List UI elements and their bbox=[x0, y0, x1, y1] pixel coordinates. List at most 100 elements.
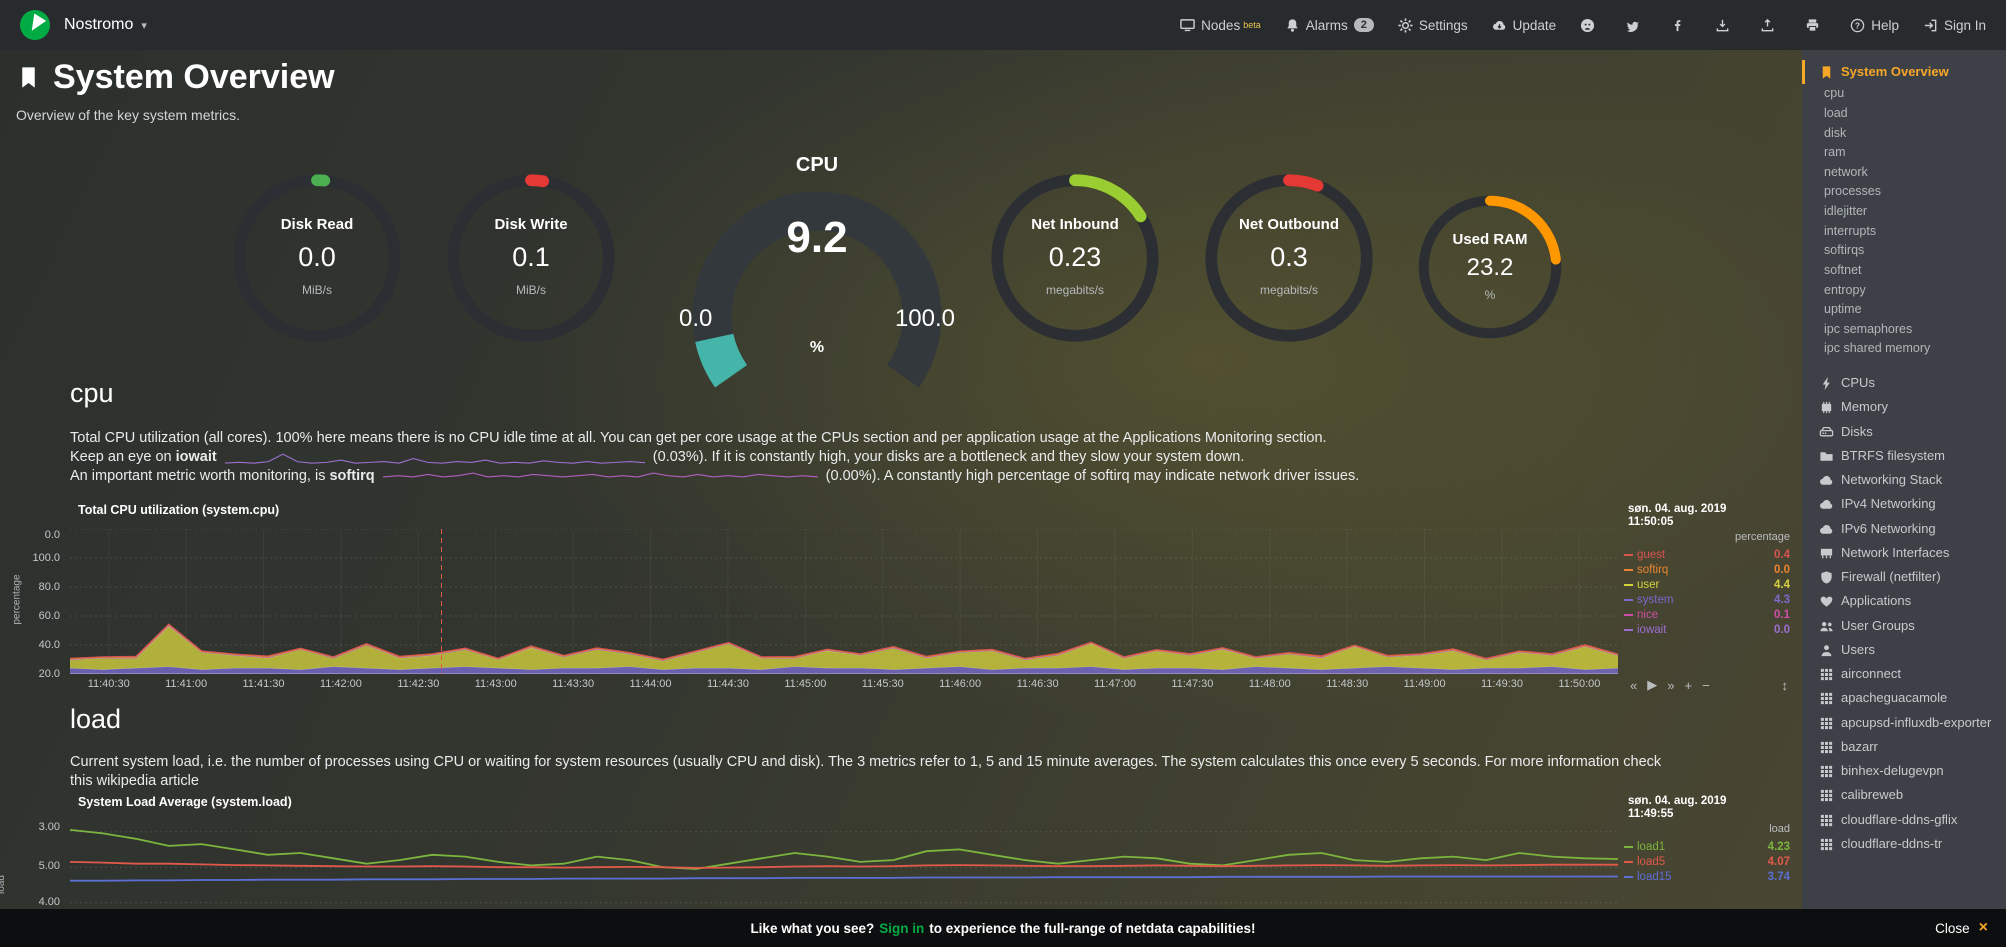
nav-item[interactable] bbox=[1580, 18, 1601, 33]
bookmark-icon bbox=[16, 65, 41, 90]
chart-toolbar-button[interactable]: + bbox=[1684, 677, 1693, 693]
easypie-gauge[interactable]: Disk Read 0.0 MiB/s bbox=[224, 170, 410, 346]
sidebar-item[interactable]: BTRFS filesystem bbox=[1802, 444, 2006, 468]
nav-item[interactable] bbox=[1670, 18, 1691, 33]
chart-toolbar-button[interactable]: − bbox=[1702, 677, 1710, 693]
legend-item[interactable]: system 4.3 bbox=[1624, 592, 1794, 607]
x-tick: 11:42:00 bbox=[319, 678, 362, 690]
banner-close-button[interactable]: Close × bbox=[1935, 919, 1988, 936]
legend-series-value: 0.0 bbox=[1774, 623, 1790, 636]
netdata-logo-icon[interactable] bbox=[20, 10, 50, 40]
legend-series-value: 4.3 bbox=[1774, 593, 1790, 606]
load-chart-title: System Load Average (system.load) bbox=[78, 795, 292, 809]
sidebar-item-label: idlejitter bbox=[1824, 204, 1868, 218]
sidebar-item-label: Memory bbox=[1841, 399, 1888, 415]
nav-item[interactable]: Sign In bbox=[1923, 18, 1986, 33]
sidebar-item[interactable]: User Groups bbox=[1802, 614, 2006, 638]
nav-item[interactable] bbox=[1625, 18, 1646, 33]
sidebar-item[interactable]: disk bbox=[1802, 124, 2006, 144]
nav-item[interactable] bbox=[1805, 18, 1826, 33]
sidebar-item[interactable]: calibreweb bbox=[1802, 783, 2006, 807]
sidebar-item-label: airconnect bbox=[1841, 666, 1901, 681]
x-tick: 11:47:00 bbox=[1093, 678, 1136, 690]
sidebar-item[interactable]: Users bbox=[1802, 638, 2006, 662]
sidebar-item-label: Firewall (netfilter) bbox=[1841, 569, 1941, 584]
legend-item[interactable]: guest 0.4 bbox=[1624, 547, 1794, 562]
legend-item[interactable]: user 4.4 bbox=[1624, 577, 1794, 592]
y-axis-ticks: 100.0 80.0 60.0 40.0 20.0 0.0 bbox=[8, 529, 64, 680]
nav-item[interactable]: Help bbox=[1850, 18, 1899, 33]
sidebar-item[interactable]: IPv4 Networking bbox=[1802, 492, 2006, 516]
sidebar-item[interactable]: cpu bbox=[1802, 84, 2006, 104]
nav-item[interactable]: Update bbox=[1492, 18, 1556, 33]
softirq-sparkline[interactable] bbox=[382, 469, 818, 484]
cpu-gauge[interactable]: CPU 9.2 0.0 100.0 % bbox=[662, 154, 972, 406]
x-tick: 11:42:30 bbox=[397, 678, 440, 690]
easypie-gauge[interactable]: Disk Write 0.1 MiB/s bbox=[438, 170, 624, 346]
sidebar-item[interactable]: Memory bbox=[1802, 395, 2006, 419]
cpu-chart-plot[interactable] bbox=[70, 529, 1618, 674]
legend-series-value: 0.1 bbox=[1774, 608, 1790, 621]
sidebar-item-label: entropy bbox=[1824, 282, 1866, 297]
nav-item[interactable]: Nodes beta bbox=[1180, 18, 1261, 33]
sidebar-item[interactable]: network bbox=[1802, 163, 2006, 183]
iowait-sparkline[interactable] bbox=[224, 450, 645, 465]
sidebar-item[interactable]: CPUs bbox=[1802, 371, 2006, 395]
hostname-dropdown[interactable]: Nostromo ▾ bbox=[64, 16, 147, 34]
sidebar-item[interactable]: interrupts bbox=[1802, 222, 2006, 242]
load-chart-plot[interactable] bbox=[70, 821, 1618, 947]
legend-item[interactable]: iowait 0.0 bbox=[1624, 622, 1794, 637]
sidebar-item[interactable]: uptime bbox=[1802, 300, 2006, 320]
cpu-gauge-max: 100.0 bbox=[894, 305, 955, 332]
top-navbar: Nostromo ▾ Nodes beta Alarms 2 bbox=[0, 0, 2006, 50]
chart-toolbar-button[interactable]: « bbox=[1630, 677, 1638, 693]
easypie-gauge[interactable]: Used RAM 23.2 % bbox=[1410, 192, 1570, 342]
sidebar-item[interactable]: apcupsd-influxdb-exporter bbox=[1802, 711, 2006, 735]
sidebar-item[interactable]: ipc shared memory bbox=[1802, 339, 2006, 359]
sidebar-item[interactable]: Applications bbox=[1802, 589, 2006, 613]
easypie-gauge[interactable]: Net Outbound 0.3 megabits/s bbox=[1196, 170, 1382, 346]
legend-series-value: 3.74 bbox=[1767, 870, 1790, 883]
sidebar-item[interactable]: cloudflare-ddns-tr bbox=[1802, 832, 2006, 856]
legend-item[interactable]: load5 4.07 bbox=[1624, 854, 1794, 869]
sidebar-item[interactable]: binhex-delugevpn bbox=[1802, 759, 2006, 783]
sidebar-item-label: IPv6 Networking bbox=[1841, 520, 1936, 536]
sidebar-item[interactable]: softirqs bbox=[1802, 241, 2006, 261]
sidebar-item[interactable]: softnet bbox=[1802, 261, 2006, 281]
sidebar-item[interactable]: ipc semaphores bbox=[1802, 320, 2006, 340]
sidebar-item[interactable]: System Overview bbox=[1802, 60, 2006, 85]
sidebar-item[interactable]: airconnect bbox=[1802, 662, 2006, 686]
nav-item[interactable]: Settings bbox=[1398, 18, 1468, 33]
chart-toolbar-button[interactable]: ▶ bbox=[1647, 677, 1658, 692]
sidebar-item[interactable]: Network Interfaces bbox=[1802, 541, 2006, 565]
cpu-chart-legend: percentage guest 0.4 softirq 0.0 user 4 bbox=[1624, 529, 1794, 674]
sidebar-item-label: disk bbox=[1824, 125, 1847, 140]
sidebar-item[interactable]: apacheguacamole bbox=[1802, 686, 2006, 710]
sidebar-item[interactable]: load bbox=[1802, 104, 2006, 124]
legend-unit-header: load bbox=[1769, 823, 1790, 835]
sidebar-item[interactable]: idlejitter bbox=[1802, 202, 2006, 222]
sidebar-item[interactable]: IPv6 Networking bbox=[1802, 517, 2006, 541]
chart-toolbar-button[interactable]: » bbox=[1667, 677, 1675, 693]
chart-time: 11:49:55 bbox=[1628, 808, 1674, 820]
legend-item[interactable]: nice 0.1 bbox=[1624, 607, 1794, 622]
sidebar-item-label: IPv4 Networking bbox=[1841, 496, 1936, 512]
sidebar-item[interactable]: ram bbox=[1802, 143, 2006, 163]
nav-item[interactable]: Alarms 2 bbox=[1285, 18, 1374, 33]
sidebar-item[interactable]: cloudflare-ddns-gflix bbox=[1802, 808, 2006, 832]
sidebar-item[interactable]: processes bbox=[1802, 182, 2006, 202]
legend-item[interactable]: load15 3.74 bbox=[1624, 869, 1794, 884]
nav-item-label: Nodes bbox=[1201, 17, 1241, 33]
sidebar-item[interactable]: entropy bbox=[1802, 281, 2006, 301]
sidebar-item[interactable]: Networking Stack bbox=[1802, 468, 2006, 492]
legend-item[interactable]: softirq 0.0 bbox=[1624, 562, 1794, 577]
nav-item[interactable] bbox=[1760, 18, 1781, 33]
sidebar-item[interactable]: bazarr bbox=[1802, 735, 2006, 759]
signin-link[interactable]: Sign in bbox=[879, 920, 925, 936]
nav-item[interactable] bbox=[1715, 18, 1736, 33]
chart-toolbar-button[interactable]: ↕ bbox=[1781, 677, 1789, 693]
sidebar-item[interactable]: Disks bbox=[1802, 420, 2006, 444]
legend-item[interactable]: load1 4.23 bbox=[1624, 839, 1794, 854]
easypie-gauge[interactable]: Net Inbound 0.23 megabits/s bbox=[982, 170, 1168, 346]
sidebar-item[interactable]: Firewall (netfilter) bbox=[1802, 565, 2006, 589]
